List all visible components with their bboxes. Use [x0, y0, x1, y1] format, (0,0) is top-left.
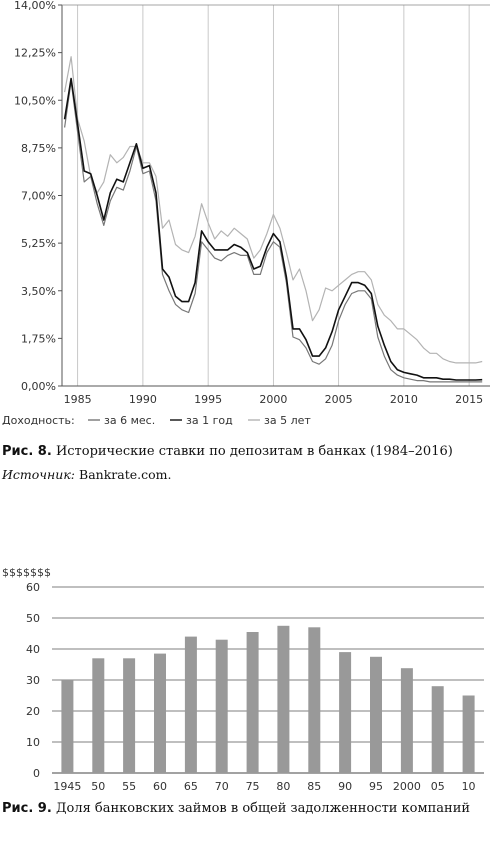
y-tick-label: 0: [33, 767, 40, 780]
bank-loans-share-chart: $$$$$$$ 0 10 20 30 40 50 60 1945 50 55 60 65 70 75 80…: [2, 566, 484, 793]
bar: [92, 658, 105, 773]
y-tick-label: 3,50%: [21, 285, 56, 298]
x-tick-label: 10: [462, 780, 476, 793]
legend-title: Доходность:: [2, 414, 75, 425]
figure-9-title: Доля банковских займов в общей задолженн…: [55, 801, 471, 816]
figure-8-title: Исторические ставки по депозитам в банка…: [55, 444, 453, 459]
legend-entry: за 5 лет: [264, 414, 311, 425]
x-tick-label: 65: [184, 780, 198, 793]
bar: [246, 632, 259, 773]
x-tick-label: 05: [431, 780, 445, 793]
bar: [370, 656, 382, 774]
bar: [61, 680, 74, 773]
figure-8-label: Рис. 8.: [2, 444, 52, 459]
legend-entry: за 1 год: [186, 414, 233, 425]
x-tick-label: 1985: [64, 393, 92, 406]
y-tick-label: 7,00%: [21, 190, 56, 203]
bar: [462, 695, 475, 773]
y-tick-label: 30: [26, 674, 40, 687]
x-tick-label: 2000: [259, 393, 287, 406]
x-tick-label: 2010: [390, 393, 418, 406]
bar: [215, 639, 228, 773]
y-tick-label: 60: [26, 581, 40, 594]
x-tick-label: 85: [307, 780, 321, 793]
x-tick-label: 70: [215, 780, 229, 793]
figure-9-caption: Рис. 9. Доля банковских займов в общей з…: [2, 801, 470, 816]
source-label: Источник:: [2, 467, 76, 482]
bar: [339, 652, 352, 773]
deposit-rates-chart: 0,00% 1,75% 3,50% 5,25% 7,00% 8,75% 10,50% 12,2…: [2, 0, 490, 425]
x-tick-label: 60: [153, 780, 167, 793]
bar: [184, 636, 197, 773]
figure-8-caption: Рис. 8. Исторические ставки по депозитам…: [2, 444, 453, 459]
y-tick-label: 5,25%: [21, 237, 56, 250]
x-tick-label: 75: [246, 780, 260, 793]
x-tick-label: 2000: [393, 780, 421, 793]
x-tick-label: 55: [122, 780, 136, 793]
x-tick-label: 1995: [194, 393, 222, 406]
bar: [308, 627, 321, 773]
y-tick-label: 14,00%: [14, 0, 56, 12]
x-tick-label: 50: [91, 780, 105, 793]
chart-legend: Доходность: за 6 мес. за 1 год за 5 лет: [2, 414, 311, 425]
y-tick-label: 20: [26, 705, 40, 718]
y-tick-label: 10: [26, 736, 40, 749]
figure-8-source: Источник: Bankrate.com.: [2, 467, 171, 482]
x-tick-label: 2015: [455, 393, 483, 406]
y-tick-label: 1,75%: [21, 332, 56, 345]
y-tick-label: 10,50%: [14, 94, 56, 107]
x-tick-label: 1990: [129, 393, 157, 406]
x-tick-label: 90: [338, 780, 352, 793]
x-tick-label: 2005: [325, 393, 353, 406]
legend-entry: за 6 мес.: [104, 414, 155, 425]
x-tick-label: 95: [369, 780, 383, 793]
y-tick-label: 12,25%: [14, 47, 56, 60]
y-tick-label: 8,75%: [21, 142, 56, 155]
bar: [277, 625, 290, 774]
y-tick-label: 50: [26, 612, 40, 625]
source-value: Bankrate.com.: [79, 467, 172, 482]
y-axis-corner-label: $$$$$$$: [2, 566, 51, 579]
bar: [123, 658, 136, 773]
bar: [431, 686, 444, 773]
y-tick-label: 0,00%: [21, 380, 56, 393]
bar: [154, 653, 166, 773]
bar: [400, 668, 413, 773]
figure-9-label: Рис. 9.: [2, 801, 52, 816]
x-tick-label: 1945: [53, 780, 81, 793]
series-line-1: [63, 77, 483, 381]
series-line-0: [64, 80, 483, 383]
x-tick-label: 80: [276, 780, 290, 793]
y-tick-label: 40: [26, 643, 40, 656]
series-line-2: [64, 56, 483, 364]
